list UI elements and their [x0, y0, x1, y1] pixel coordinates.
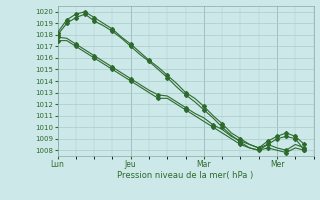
- X-axis label: Pression niveau de la mer( hPa ): Pression niveau de la mer( hPa ): [117, 171, 254, 180]
